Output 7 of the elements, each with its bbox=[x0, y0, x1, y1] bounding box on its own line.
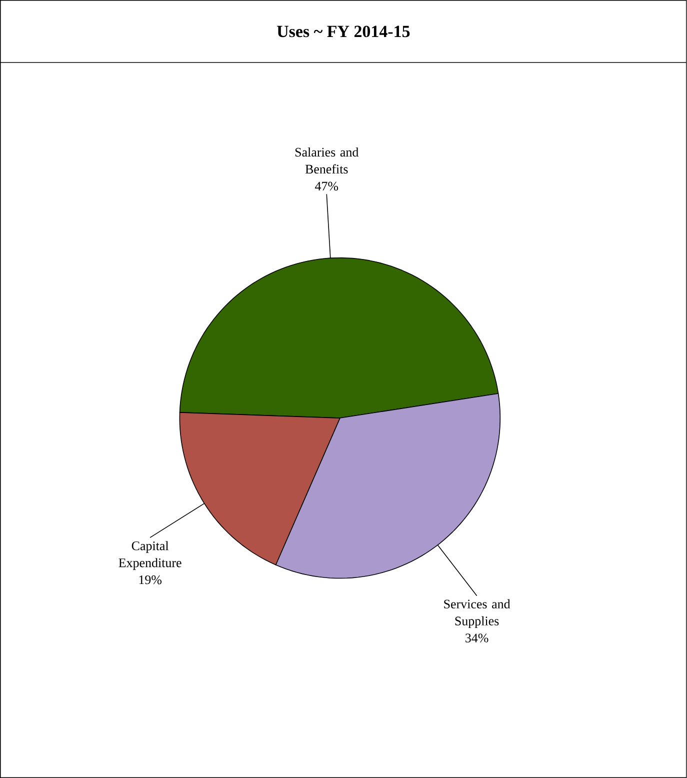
slice-label: Capital Expenditure bbox=[118, 541, 182, 570]
chart-title: Uses ~ FY 2014-15 bbox=[277, 26, 410, 38]
data-label: 47% bbox=[315, 182, 338, 191]
data-label: 19% bbox=[139, 575, 162, 584]
slice-label: Services and Supplies bbox=[444, 599, 510, 628]
slice-label: Salaries and Benefits bbox=[296, 147, 359, 174]
data-label: 34% bbox=[466, 634, 488, 642]
